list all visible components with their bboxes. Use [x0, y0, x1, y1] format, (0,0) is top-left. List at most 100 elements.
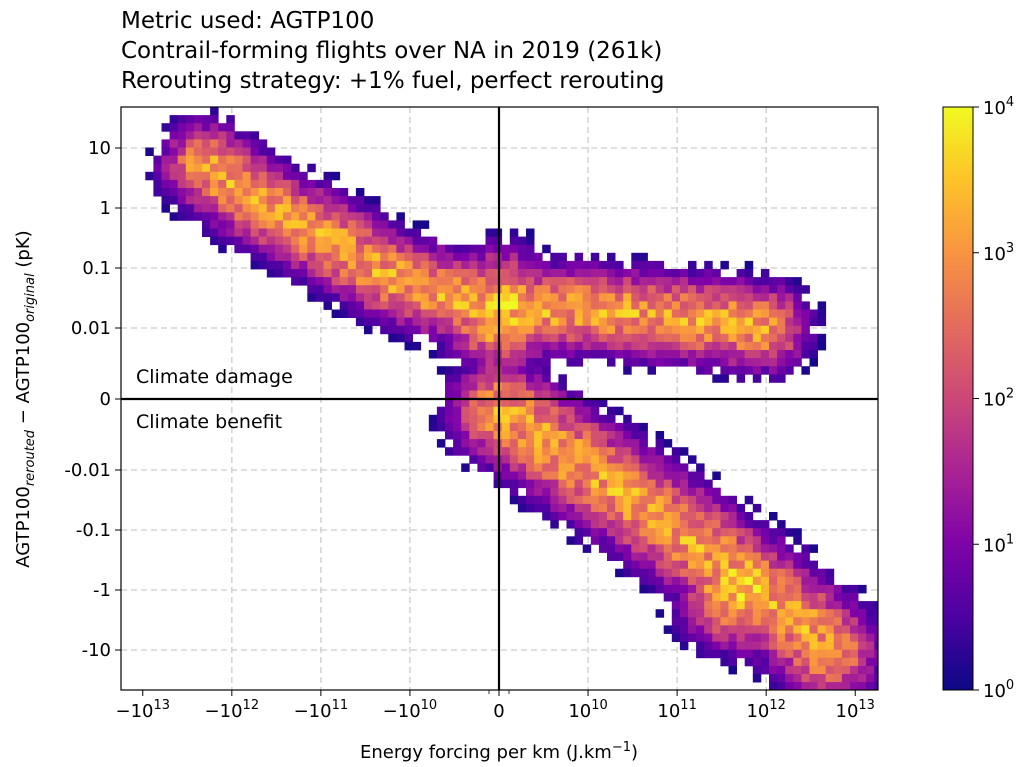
heatmap-cell — [283, 269, 292, 278]
heatmap-cell — [485, 366, 494, 375]
heatmap-cell — [817, 317, 827, 327]
heatmap-cell — [517, 390, 527, 399]
heatmap-cell — [647, 333, 656, 343]
heatmap-cell — [679, 309, 689, 318]
x-tick-label: 1010 — [568, 698, 607, 722]
heatmap-cell — [769, 333, 778, 343]
heatmap-cell — [769, 285, 778, 294]
heatmap-cell — [493, 431, 503, 440]
heatmap-cell — [566, 463, 575, 472]
heatmap-cell — [688, 568, 697, 578]
heatmap-cell — [655, 576, 665, 586]
heatmap-cell — [688, 536, 697, 545]
heatmap-cell — [161, 188, 170, 197]
heatmap-cell — [574, 536, 584, 545]
heatmap-cell — [598, 293, 608, 302]
heatmap-cell — [874, 617, 878, 626]
heatmap-cell — [436, 260, 446, 270]
y-tick-label: 0 — [100, 389, 111, 410]
heatmap-cell — [477, 260, 486, 270]
heatmap-cell — [793, 625, 802, 634]
heatmap-cell — [550, 260, 559, 270]
heatmap-cell — [517, 414, 527, 424]
heatmap-cell — [712, 277, 721, 286]
heatmap-cell — [704, 366, 713, 375]
heatmap-cell — [355, 301, 365, 310]
heatmap-cell — [607, 528, 616, 537]
chart-title-line-2: Contrail-forming flights over NA in 2019… — [121, 38, 662, 64]
heatmap-cell — [493, 447, 503, 456]
heatmap-cell — [202, 139, 211, 148]
heatmap-cell — [777, 568, 786, 578]
heatmap-cell — [582, 406, 592, 416]
heatmap-cell — [372, 301, 381, 310]
heatmap-cell — [331, 204, 341, 213]
heatmap-cell — [380, 260, 389, 270]
heatmap-cell — [258, 228, 268, 237]
heatmap-cell — [242, 188, 251, 197]
heatmap-cell — [688, 495, 697, 505]
heatmap-cell — [534, 252, 543, 262]
heatmap-cell — [461, 414, 470, 424]
heatmap-cell — [712, 341, 721, 351]
heatmap-cell — [526, 422, 535, 432]
heatmap-cell — [841, 584, 851, 594]
heatmap-cell — [785, 293, 794, 302]
heatmap-cell — [801, 568, 810, 578]
heatmap-cell — [866, 617, 875, 626]
heatmap-cell — [542, 447, 551, 456]
heatmap-cell — [615, 479, 624, 489]
heatmap-cell — [615, 487, 624, 497]
heatmap-cell — [526, 455, 535, 464]
heatmap-cell — [517, 269, 527, 278]
heatmap-cell — [477, 398, 486, 408]
heatmap-cell — [185, 204, 195, 213]
heatmap-cell — [299, 171, 308, 181]
heatmap-cell — [436, 333, 446, 343]
heatmap-cell — [234, 244, 243, 254]
heatmap-cell — [453, 406, 462, 416]
heatmap-cell — [493, 390, 503, 399]
heatmap-cell — [590, 479, 600, 489]
heatmap-cell — [412, 269, 422, 278]
y-tick-label: -0.1 — [76, 520, 111, 541]
heatmap-cell — [428, 236, 438, 246]
heatmap-cell — [623, 568, 632, 578]
heatmap-cell — [364, 212, 373, 221]
heatmap-cell — [161, 147, 170, 156]
heatmap-cell — [517, 455, 527, 464]
heatmap-cell — [615, 269, 624, 278]
heatmap-cell — [274, 252, 284, 262]
y-tick-label: -1 — [93, 580, 111, 601]
heatmap-cell — [307, 277, 316, 286]
heatmap-cell — [663, 512, 673, 521]
heatmap-cell — [542, 285, 551, 294]
heatmap-cell — [760, 269, 770, 278]
heatmap-cell — [752, 520, 762, 529]
heatmap-cell — [728, 609, 737, 618]
heatmap-cell — [841, 617, 851, 626]
heatmap-cell — [404, 309, 413, 318]
heatmap-cell — [833, 601, 843, 610]
heatmap-cell — [193, 179, 203, 189]
heatmap-cell — [485, 301, 494, 310]
heatmap-cell — [825, 584, 835, 594]
heatmap-cell — [801, 317, 810, 327]
heatmap-cell — [501, 358, 511, 367]
heatmap-cell — [590, 495, 600, 505]
heatmap-cell — [477, 269, 486, 278]
heatmap-cell — [517, 366, 527, 375]
heatmap-cell — [558, 325, 567, 335]
heatmap-cell — [420, 277, 430, 286]
heatmap-cell — [752, 593, 762, 602]
heatmap-cell — [809, 341, 818, 351]
heatmap-cell — [509, 479, 519, 489]
heatmap-cell — [469, 406, 478, 416]
heatmap-cell — [501, 447, 511, 456]
heatmap-cell — [258, 179, 268, 189]
heatmap-cell — [509, 285, 519, 294]
heatmap-cell — [218, 244, 227, 254]
heatmap-cell — [493, 293, 503, 302]
climate-damage-label: Climate damage — [136, 366, 293, 388]
heatmap-cell — [688, 503, 697, 513]
